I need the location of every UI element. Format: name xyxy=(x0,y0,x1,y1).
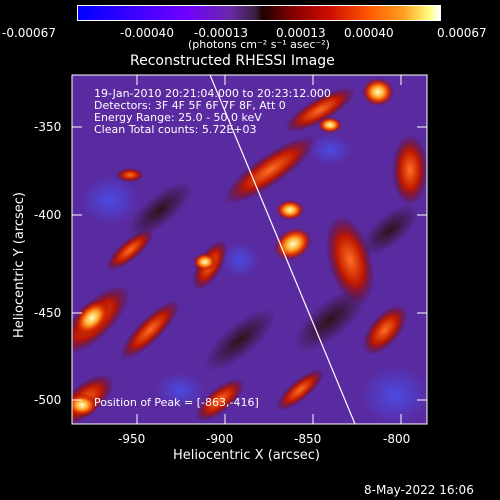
colorbar xyxy=(77,5,441,21)
colorbar-tick-3: 0.00013 xyxy=(276,26,326,40)
peak-position-label: Position of Peak = [-863,-416] xyxy=(94,396,259,409)
y-axis-ticks xyxy=(72,126,427,401)
x-tick-label-3: -800 xyxy=(383,432,411,446)
x-axis-ticks xyxy=(136,75,402,424)
footer-timestamp: 8-May-2022 16:06 xyxy=(364,483,474,497)
x-axis-label: Heliocentric X (arcsec) xyxy=(173,448,320,463)
y-tick-label-0: -350 xyxy=(34,120,62,134)
info-line-clean-counts: Clean Total counts: 5.72E+03 xyxy=(94,123,257,136)
info-line-energy-range: Energy Range: 25.0 - 50.0 keV xyxy=(94,111,262,124)
colorbar-tick-5: 0.00067 xyxy=(437,26,487,40)
plot-title: Reconstructed RHESSI Image xyxy=(130,53,335,69)
colorbar-units-label: (photons cm⁻² s⁻¹ asec⁻²) xyxy=(188,38,330,51)
y-axis-label: Heliocentric Y (arcsec) xyxy=(12,192,27,338)
image-pixels xyxy=(72,75,427,424)
solar-limb-line xyxy=(209,75,356,424)
info-line-detectors: Detectors: 3F 4F 5F 6F 7F 8F, Att 0 xyxy=(94,99,286,112)
x-tick-label-2: -850 xyxy=(294,432,322,446)
plot-frame xyxy=(71,74,428,425)
y-tick-label-3: -500 xyxy=(34,393,62,407)
colorbar-tick-2: -0.00013 xyxy=(194,26,248,40)
colorbar-tick-0: -0.00067 xyxy=(2,26,56,40)
colorbar-tick-1: -0.00040 xyxy=(120,26,174,40)
y-tick-label-1: -400 xyxy=(34,208,62,222)
info-line-time-range: 19-Jan-2010 20:21:04.000 to 20:23:12.000 xyxy=(94,87,331,100)
y-tick-label-2: -450 xyxy=(34,306,62,320)
x-tick-label-0: -950 xyxy=(118,432,146,446)
colorbar-tick-4: 0.00040 xyxy=(344,26,394,40)
x-tick-label-1: -900 xyxy=(206,432,234,446)
